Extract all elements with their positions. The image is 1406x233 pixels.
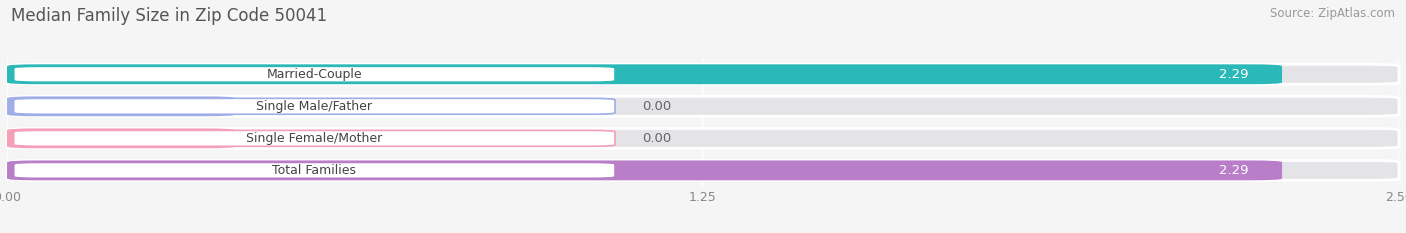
Text: Median Family Size in Zip Code 50041: Median Family Size in Zip Code 50041 bbox=[11, 7, 328, 25]
Text: 0.00: 0.00 bbox=[641, 100, 671, 113]
FancyBboxPatch shape bbox=[7, 161, 1282, 180]
FancyBboxPatch shape bbox=[7, 64, 1399, 84]
FancyBboxPatch shape bbox=[14, 162, 614, 178]
Text: Married-Couple: Married-Couple bbox=[267, 68, 363, 81]
FancyBboxPatch shape bbox=[7, 96, 1399, 116]
Text: 2.29: 2.29 bbox=[1219, 164, 1249, 177]
Text: 0.00: 0.00 bbox=[641, 132, 671, 145]
FancyBboxPatch shape bbox=[7, 128, 1399, 148]
Text: Source: ZipAtlas.com: Source: ZipAtlas.com bbox=[1270, 7, 1395, 20]
FancyBboxPatch shape bbox=[7, 161, 1399, 180]
FancyBboxPatch shape bbox=[7, 64, 1282, 84]
FancyBboxPatch shape bbox=[14, 66, 614, 82]
FancyBboxPatch shape bbox=[14, 130, 614, 146]
Text: Total Families: Total Families bbox=[273, 164, 356, 177]
FancyBboxPatch shape bbox=[7, 96, 236, 116]
Text: Single Female/Mother: Single Female/Mother bbox=[246, 132, 382, 145]
Text: 2.29: 2.29 bbox=[1219, 68, 1249, 81]
FancyBboxPatch shape bbox=[7, 128, 236, 148]
FancyBboxPatch shape bbox=[14, 98, 614, 114]
Text: Single Male/Father: Single Male/Father bbox=[256, 100, 373, 113]
